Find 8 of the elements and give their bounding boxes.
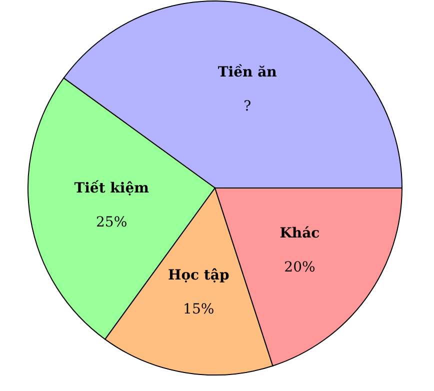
data-label: 15% [183,301,214,318]
slice-label: Học tập [168,267,230,284]
slice-label: Tiết kiệm [74,179,150,196]
data-label: 20% [284,260,316,276]
data-label: 25% [96,214,128,230]
slice-label: Tiền ăn [218,63,277,80]
slice-label: Khác [280,226,320,242]
data-label: ? [244,98,252,114]
